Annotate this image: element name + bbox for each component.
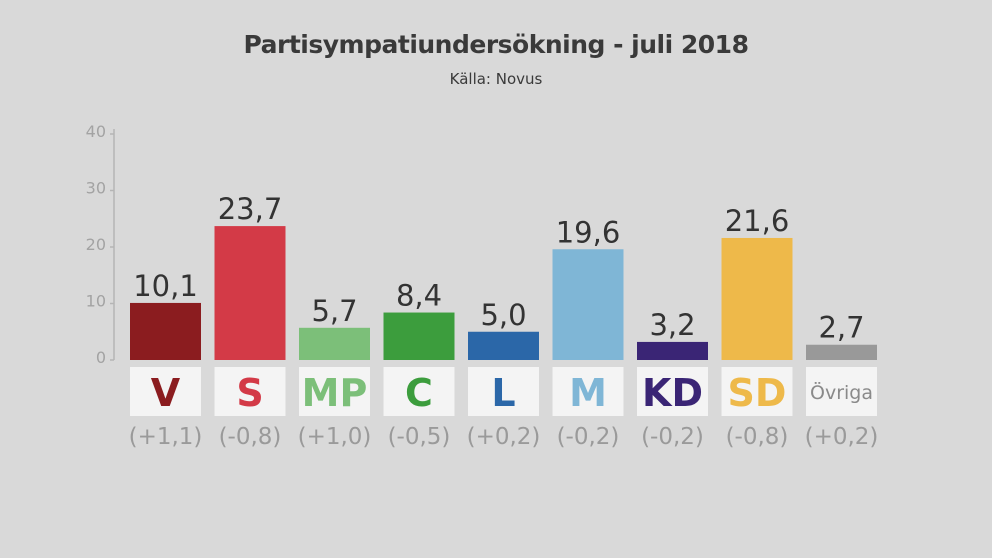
party-box-kd [637, 367, 708, 416]
party-box-l [468, 367, 539, 416]
bar-c [383, 312, 455, 360]
y-tick-label-10: 10 [86, 292, 106, 311]
bar-m [552, 249, 624, 360]
change-label-vriga: (+0,2) [805, 424, 879, 450]
party-box-mp [299, 367, 370, 416]
value-label-sd: 21,6 [725, 204, 790, 238]
value-label-l: 5,0 [480, 298, 526, 332]
party-box-m [552, 367, 624, 416]
change-label-m: (-0,2) [557, 424, 620, 450]
change-label-v: (+1,1) [129, 424, 203, 450]
chart-title: Partisympatiundersökning - juli 2018 [243, 30, 749, 59]
y-tick-label-0: 0 [96, 348, 106, 367]
bar-sd [721, 237, 793, 360]
chart-subtitle: Källa: Novus [449, 70, 543, 88]
party-label-v: V [151, 371, 181, 415]
party-label-l: L [491, 371, 515, 415]
bar-s [214, 226, 286, 360]
party-box-sd [721, 367, 793, 416]
party-box-s [214, 367, 286, 416]
value-label-m: 19,6 [556, 215, 621, 249]
value-label-v: 10,1 [133, 269, 198, 303]
bar-v [130, 302, 201, 360]
party-label-mp: MP [302, 371, 368, 415]
party-label-vriga: Övriga [810, 381, 873, 404]
y-tick-label-20: 20 [86, 235, 106, 254]
bar-mp [299, 327, 370, 360]
change-label-sd: (-0,8) [726, 424, 789, 450]
y-tick-label-40: 40 [86, 122, 106, 141]
value-label-vriga: 2,7 [818, 311, 864, 345]
value-label-kd: 3,2 [649, 308, 695, 342]
value-label-mp: 5,7 [311, 294, 357, 328]
bar-l [468, 331, 539, 360]
change-label-l: (+0,2) [467, 424, 541, 450]
party-label-c: C [405, 371, 433, 415]
party-label-m: M [569, 371, 607, 415]
change-label-s: (-0,8) [219, 424, 282, 450]
party-label-sd: SD [728, 371, 787, 415]
bar-kd [637, 341, 708, 360]
change-label-c: (-0,5) [388, 424, 451, 450]
value-label-c: 8,4 [396, 279, 442, 313]
bar-vriga [806, 344, 877, 360]
party-label-s: S [236, 371, 263, 415]
change-label-kd: (-0,2) [641, 424, 704, 450]
value-label-s: 23,7 [218, 192, 283, 226]
party-box-c [383, 367, 455, 416]
change-label-mp: (+1,0) [298, 424, 372, 450]
y-tick-label-30: 30 [86, 179, 106, 198]
party-box-v [130, 367, 201, 416]
party-label-kd: KD [642, 371, 703, 415]
party-box-vriga [806, 367, 877, 416]
